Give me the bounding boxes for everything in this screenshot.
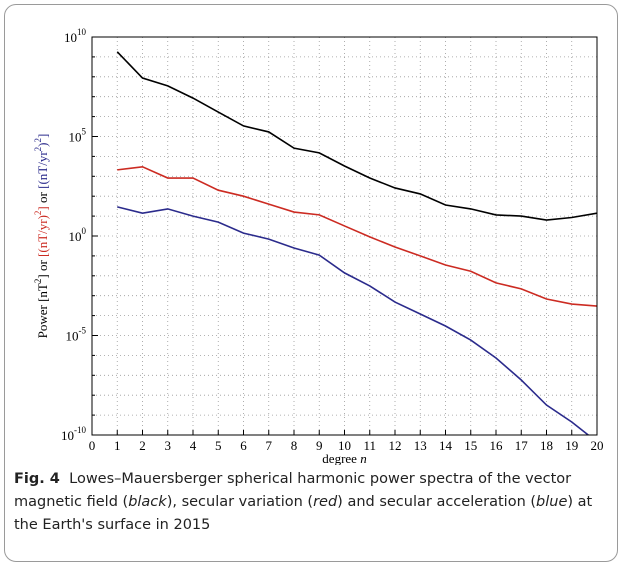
y-label-part: ] <box>35 134 50 138</box>
y-label-part: ] or <box>35 257 50 279</box>
y-tick-base: 10 <box>64 30 77 45</box>
x-tick-label: 2 <box>139 438 146 453</box>
plot-lines <box>116 51 597 435</box>
x-tick-label: 15 <box>464 438 477 453</box>
y-tick-exponent: 5 <box>82 127 87 137</box>
y-label-part: 2 <box>33 211 43 216</box>
x-tick-label: 7 <box>266 438 273 453</box>
y-tick-base: 10 <box>69 130 82 145</box>
y-tick-exponent: -5 <box>79 326 87 336</box>
x-tick-label: 14 <box>439 438 453 453</box>
x-tick-label: 0 <box>89 438 96 453</box>
caption-part: blue <box>536 494 568 510</box>
axes: 0 1 2 3 4 5 6 7 8 9 10 11 12 13 14 15 16 17 18 19 2010-1010-… <box>61 27 604 453</box>
y-label-part: [(nT/yr <box>35 151 50 189</box>
chart: 0 1 2 3 4 5 6 7 8 9 10 11 12 13 14 15 16 17 18 19 2010-1010-… <box>33 27 604 465</box>
y-tick-label: 10-5 <box>66 326 87 344</box>
y-tick-base: 10 <box>69 229 82 244</box>
x-tick-label: 16 <box>490 438 504 453</box>
x-tick-label: 17 <box>515 438 529 453</box>
x-tick-label: 13 <box>414 438 427 453</box>
x-tick-label: 19 <box>565 438 578 453</box>
series-line <box>117 206 590 435</box>
caption-part: ) at the Earth's surface in 2015 <box>14 494 597 533</box>
x-tick-label: 4 <box>190 438 197 453</box>
y-tick-label: 100 <box>69 226 87 244</box>
y-label-part: or <box>35 189 50 206</box>
y-label-part: 2 <box>33 147 43 152</box>
x-tick-label: 11 <box>363 438 376 453</box>
y-tick-base: 10 <box>61 428 74 443</box>
x-axis-label: degree n <box>322 451 366 465</box>
caption-part: ), secular variation ( <box>166 494 314 510</box>
y-tick-label: 1010 <box>64 27 87 45</box>
x-tick-label: 12 <box>389 438 402 453</box>
x-tick-label: 3 <box>165 438 172 453</box>
y-label-part: ] <box>35 206 50 210</box>
y-tick-label: 10-10 <box>61 425 86 443</box>
y-tick-base: 10 <box>66 329 79 344</box>
x-tick-label: 1 <box>114 438 121 453</box>
y-label-part: 2 <box>33 279 43 284</box>
y-label-part: 2 <box>33 138 43 143</box>
x-tick-label: 9 <box>316 438 323 453</box>
caption: Fig. 4 Lowes–Mauersberger spherical harm… <box>14 468 614 537</box>
x-label-part: degree <box>322 451 360 465</box>
y-tick-label: 105 <box>69 127 87 145</box>
x-tick-label: 5 <box>215 438 222 453</box>
x-label-part: n <box>360 451 367 465</box>
x-tick-label: 18 <box>540 438 553 453</box>
figure-frame <box>4 4 618 562</box>
series-line <box>116 51 597 221</box>
y-label-part: Power [nT <box>35 283 50 338</box>
caption-part: ) and secular acceleration ( <box>337 494 537 510</box>
x-tick-label: 8 <box>291 438 298 453</box>
caption-part: Fig. 4 <box>14 471 60 487</box>
caption-part: black <box>128 494 167 510</box>
y-label-part: ) <box>35 142 50 146</box>
grid <box>91 36 598 436</box>
series-line <box>117 165 597 307</box>
caption-part: red <box>313 494 338 510</box>
caption-part: Lowes–Mauersberger spherical harmonic po… <box>14 471 576 510</box>
y-tick-exponent: -10 <box>74 425 86 435</box>
x-tick-label: 20 <box>591 438 604 453</box>
x-tick-label: 6 <box>240 438 247 453</box>
x-tick-label: 10 <box>338 438 351 453</box>
y-axis-label: Power [nT2] or [(nT/yr)2] or [(nT/yr2)2] <box>33 134 50 339</box>
y-label-part: [(nT/yr) <box>35 215 50 257</box>
y-tick-exponent: 10 <box>77 27 87 37</box>
y-tick-exponent: 0 <box>82 226 87 236</box>
